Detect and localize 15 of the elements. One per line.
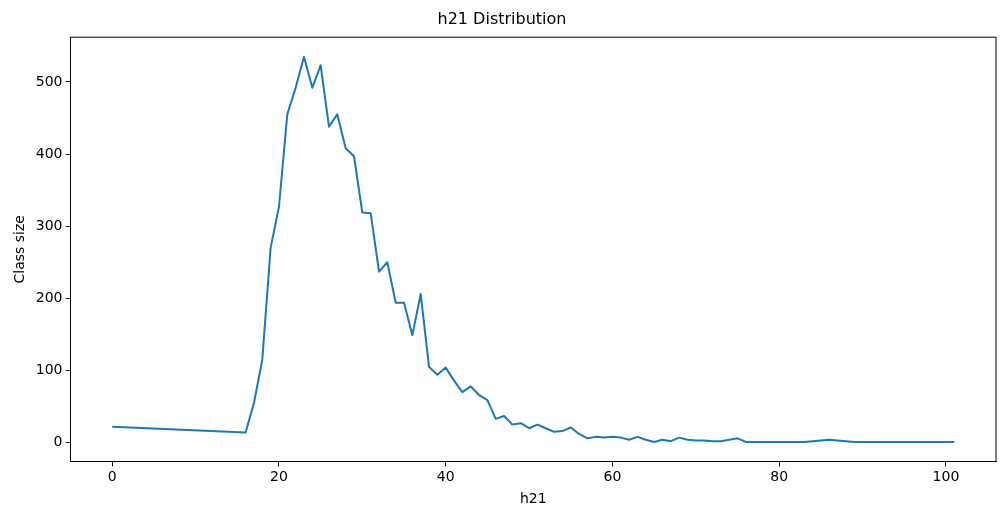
chart-title: h21 Distribution bbox=[437, 8, 567, 28]
y-tick-label: 500 bbox=[35, 72, 63, 89]
y-axis-title: Class size bbox=[11, 215, 28, 284]
y-tick-label: 400 bbox=[35, 144, 63, 161]
x-tick-label: 0 bbox=[107, 468, 117, 485]
x-tick-label: 100 bbox=[932, 468, 960, 485]
x-tick-label: 80 bbox=[770, 468, 789, 485]
x-tick-label: 20 bbox=[270, 468, 288, 485]
y-tick-label: 200 bbox=[35, 289, 63, 305]
x-tick-label: 40 bbox=[436, 468, 455, 485]
x-axis-title: h21 bbox=[519, 490, 547, 507]
y-tick-label: 300 bbox=[35, 216, 63, 233]
x-tick-label: 60 bbox=[603, 468, 622, 485]
y-tick-label: 100 bbox=[35, 361, 63, 378]
y-tick-label: 0 bbox=[53, 433, 63, 450]
